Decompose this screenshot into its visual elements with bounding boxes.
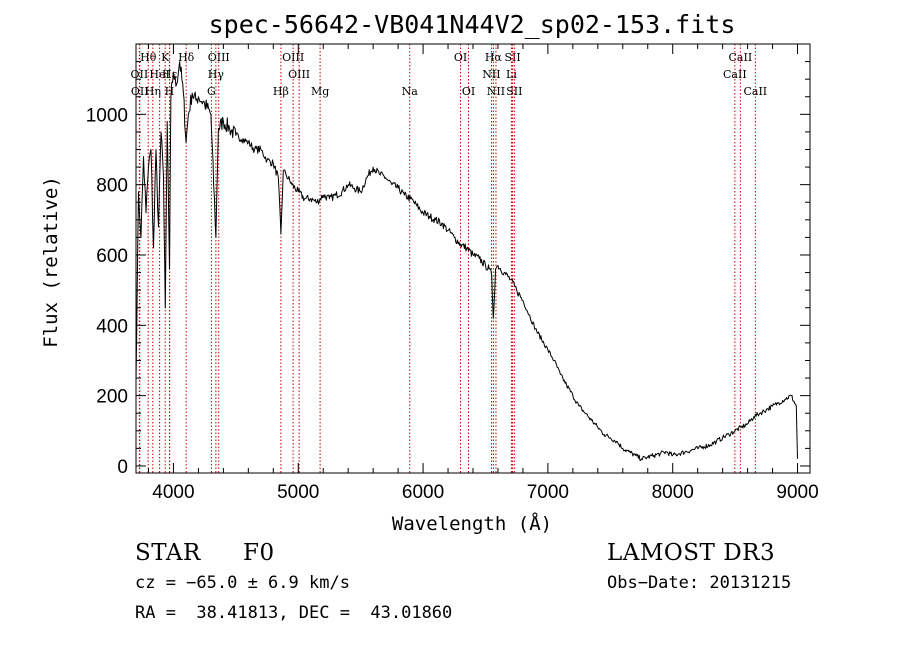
x-tick-label: 4000 (152, 482, 194, 503)
survey-name: LAMOST DR3 (607, 540, 776, 566)
plot-frame (135, 43, 811, 474)
obs-date: Obs−Date: 20131215 (607, 573, 792, 593)
line-marker-label: Hβ (273, 85, 289, 98)
line-marker-label: K (161, 51, 170, 64)
line-marker-label: SII (506, 85, 522, 98)
y-tick-label: 200 (96, 387, 128, 408)
line-marker-label: H (165, 85, 175, 98)
line-marker-label: Hγ (208, 68, 225, 81)
line-marker-label: Na (402, 85, 419, 98)
x-tick-label: 9000 (776, 482, 818, 503)
line-marker-label: NII (482, 68, 500, 81)
line-marker-label: Hα (485, 51, 503, 64)
x-axis-label: Wavelength (Å) (392, 512, 552, 535)
line-marker-label: OIII (288, 68, 310, 81)
x-tick-label: 6000 (402, 482, 444, 503)
object-class: STAR (135, 540, 201, 566)
ra-dec: RA = 38.41813, DEC = 43.01860 (135, 603, 453, 623)
object-subclass: F0 (243, 540, 275, 566)
line-marker-label: OIII (208, 51, 230, 64)
line-marker-label: OI (462, 85, 475, 98)
spectrum-line (135, 61, 798, 461)
line-marker-label: CaII (729, 51, 753, 64)
line-marker-label: Li (506, 68, 517, 81)
y-axis-label: Flux (relative) (40, 176, 62, 348)
line-marker-label: Hη (145, 85, 161, 98)
y-tick-label: 800 (96, 176, 128, 197)
chart-title: spec-56642-VB041N44V2_sp02-153.fits (209, 10, 736, 39)
y-tick-label: 400 (96, 316, 128, 337)
line-marker-label: OIII (282, 51, 304, 64)
line-marker-label: HeI (149, 68, 169, 81)
line-marker-label: OII (131, 68, 149, 81)
line-marker-label: NII (487, 85, 505, 98)
line-marker-label: G (207, 85, 216, 98)
line-marker-label: Mg (311, 85, 329, 98)
y-tick-label: 1000 (86, 105, 128, 126)
x-tick-label: 7000 (527, 482, 569, 503)
line-marker-label: OI (454, 51, 467, 64)
line-marker-label: Hθ (140, 51, 157, 64)
y-tick-label: 600 (96, 246, 128, 267)
line-marker-label: SII (504, 51, 520, 64)
line-marker-label: CaII (743, 85, 767, 98)
line-marker-label: OII (131, 85, 149, 98)
y-tick-label: 0 (117, 457, 128, 478)
redshift-info: cz = −65.0 ± 6.9 km/s (135, 573, 350, 593)
line-marker-label: Hδ (178, 51, 195, 64)
line-marker-label: CaII (723, 68, 747, 81)
x-tick-label: 5000 (277, 482, 319, 503)
x-tick-label: 8000 (652, 482, 694, 503)
